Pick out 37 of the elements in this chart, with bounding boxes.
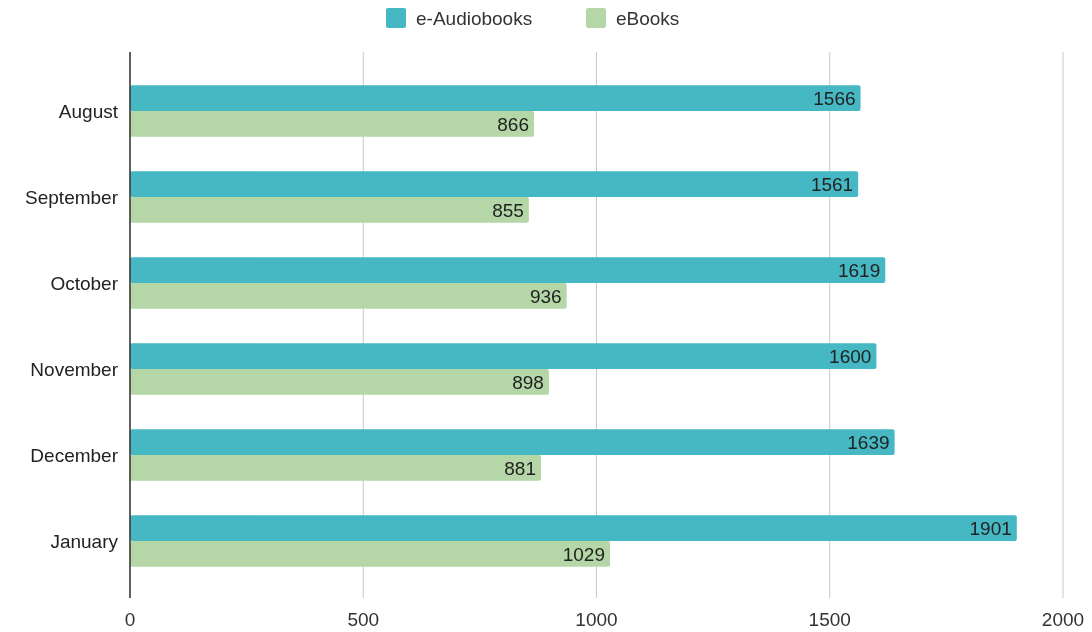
- y-tick-label: December: [30, 444, 119, 466]
- data-label: 1600: [829, 345, 872, 367]
- y-tick-label: October: [50, 272, 119, 294]
- data-label: 855: [492, 199, 524, 221]
- data-label: 898: [512, 371, 544, 393]
- x-tick-label: 1500: [808, 609, 851, 630]
- bar: [130, 369, 549, 395]
- bar: [130, 111, 534, 137]
- legend-label: e-Audiobooks: [416, 7, 533, 29]
- x-tick-label: 1000: [575, 609, 618, 630]
- x-tick-label: 2000: [1041, 609, 1085, 630]
- bar: [130, 343, 877, 369]
- y-tick-label: August: [58, 100, 119, 122]
- data-label: 1561: [810, 173, 854, 195]
- bar: [130, 171, 859, 197]
- bar: [130, 455, 541, 481]
- data-label: 1619: [837, 259, 881, 281]
- bar: [130, 429, 895, 455]
- bar: [130, 515, 1017, 541]
- legend-label: eBooks: [616, 7, 680, 29]
- y-tick-label: January: [50, 530, 119, 552]
- bar: [130, 85, 861, 111]
- y-tick-label: November: [30, 358, 119, 380]
- x-tick-label: 500: [347, 609, 380, 630]
- data-label: 881: [504, 457, 536, 479]
- data-label: 1029: [562, 543, 606, 565]
- data-label: 1566: [813, 87, 856, 109]
- bar: [130, 257, 886, 283]
- bar: [130, 541, 611, 567]
- x-tick-label: 0: [124, 609, 136, 630]
- data-label: 1639: [847, 431, 890, 453]
- data-label: 1901: [969, 517, 1012, 539]
- data-label: 866: [497, 113, 529, 135]
- bar: [130, 197, 529, 223]
- y-tick-label: September: [25, 186, 119, 208]
- data-label: 936: [529, 285, 562, 307]
- bar: [130, 283, 567, 309]
